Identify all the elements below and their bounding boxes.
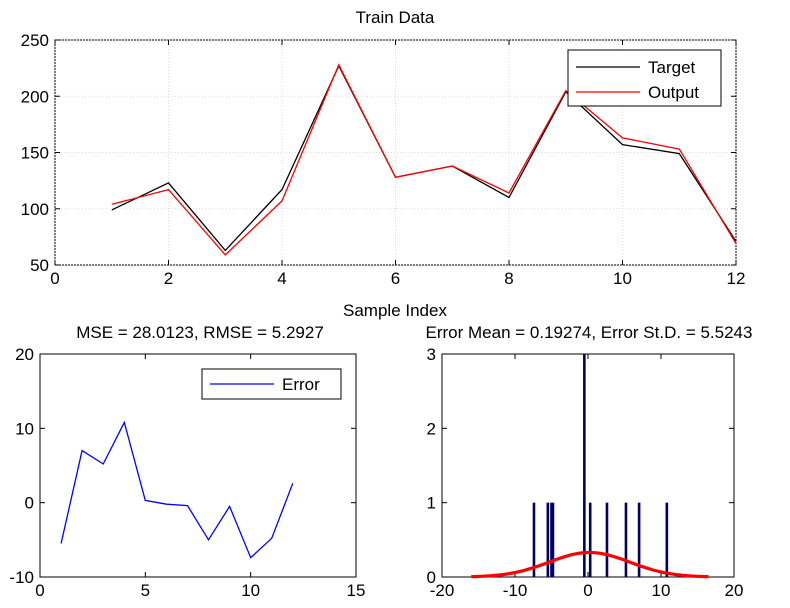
train-data-title: Train Data xyxy=(356,8,435,27)
histogram-bar xyxy=(583,354,586,577)
train-data-legend: Target Output xyxy=(567,49,722,107)
train-data-panel: 0 2 4 6 8 10 12 50 100 150 200 250 Train Data Sampl… xyxy=(21,8,746,320)
histogram-bar xyxy=(588,502,592,577)
error-histogram-panel: -20 -10 0 10 20 0 1 2 3 Error Mean = 0.19274, Er… xyxy=(426,323,753,600)
train-data-x-tick-label: 8 xyxy=(504,269,513,288)
train-data-x-tick-label: 12 xyxy=(727,269,746,288)
error-panel-title: MSE = 28.0123, RMSE = 5.2927 xyxy=(76,323,324,342)
histogram-x-tick-label: 20 xyxy=(725,581,744,600)
error-y-tick-label: -10 xyxy=(9,568,34,587)
legend-error-label: Error xyxy=(282,375,320,394)
train-data-x-axis-label: Sample Index xyxy=(343,301,447,320)
error-legend: Error xyxy=(201,368,342,400)
histogram-y-tick-label: 2 xyxy=(427,419,436,438)
train-data-x-tick-label: 4 xyxy=(277,269,286,288)
train-data-series-output-line xyxy=(111,63,737,256)
histogram-bar xyxy=(532,502,536,577)
error-x-tick-label: 10 xyxy=(241,581,260,600)
legend-output-label: Output xyxy=(648,83,699,102)
train-data-x-tick-label: 6 xyxy=(391,269,400,288)
train-data-y-tick-label: 150 xyxy=(21,144,49,163)
train-data-y-tick-label: 50 xyxy=(30,256,49,275)
error-x-tick-label: 15 xyxy=(347,581,366,600)
histogram-bar xyxy=(665,502,669,577)
histogram-y-tick-label: 3 xyxy=(427,345,436,364)
histogram-normal-fit-curve xyxy=(471,550,709,579)
error-y-tick-label: 0 xyxy=(25,494,34,513)
error-y-tick-label: 10 xyxy=(15,419,34,438)
train-data-legend-box xyxy=(567,49,722,107)
train-data-x-tick-label: 0 xyxy=(50,269,59,288)
train-data-y-tick-label: 200 xyxy=(21,87,49,106)
histogram-bar xyxy=(551,502,555,577)
train-data-x-tick-label: 2 xyxy=(164,269,173,288)
histogram-x-tick-label: 0 xyxy=(583,581,592,600)
histogram-plot-area xyxy=(441,353,735,578)
histogram-x-tick-label: 10 xyxy=(652,581,671,600)
train-data-y-tick-label: 100 xyxy=(21,200,49,219)
error-x-tick-label: 0 xyxy=(35,581,44,600)
histogram-bar xyxy=(637,502,641,577)
histogram-x-tick-label: -20 xyxy=(430,581,455,600)
error-series-error-line xyxy=(60,420,294,559)
histogram-panel-title: Error Mean = 0.19274, Error St.D. = 5.52… xyxy=(426,323,753,342)
histogram-bar xyxy=(550,502,553,577)
histogram-x-tick-label: -10 xyxy=(503,581,528,600)
histogram-bar xyxy=(624,502,628,577)
train-data-x-tick-label: 10 xyxy=(613,269,632,288)
histogram-y-tick-label: 1 xyxy=(427,494,436,513)
train-data-y-tick-label: 250 xyxy=(21,31,49,50)
histogram-bar xyxy=(605,502,609,577)
histogram-y-tick-label: 0 xyxy=(427,568,436,587)
legend-target-label: Target xyxy=(648,58,696,77)
error-y-tick-label: 20 xyxy=(15,345,34,364)
histogram-bar xyxy=(546,502,550,577)
error-x-tick-label: 5 xyxy=(141,581,150,600)
